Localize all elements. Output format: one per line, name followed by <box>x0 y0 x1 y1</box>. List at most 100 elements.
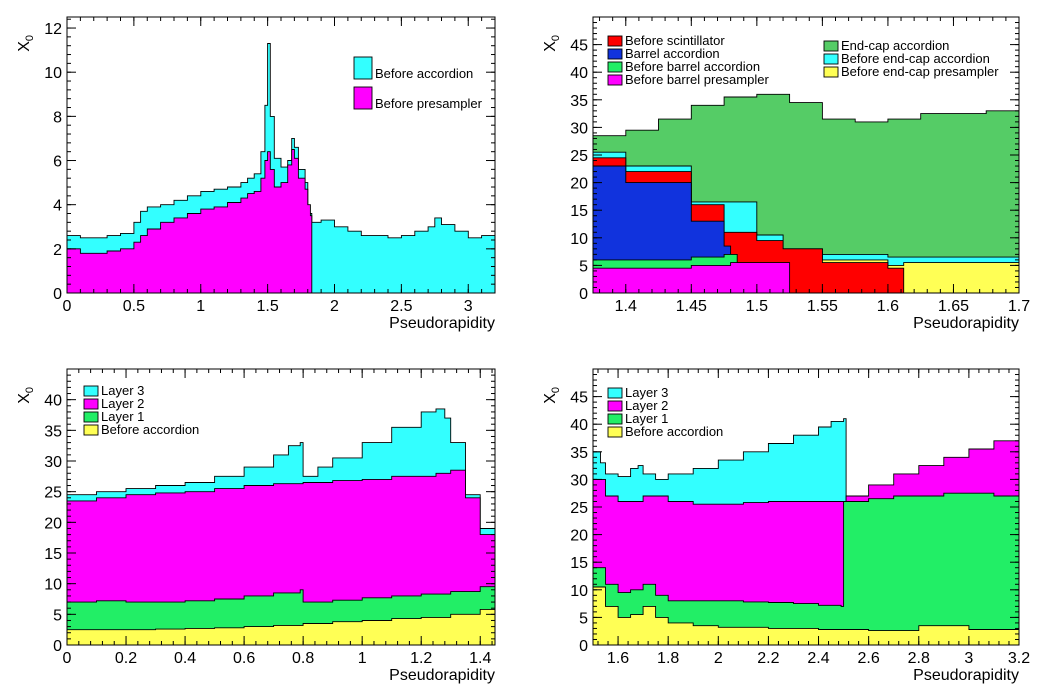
panel-top-left: 0 0.5 1 1.5 2 2.5 3 0 2 4 6 8 10 12 Pseudorapidity X0 Be… <box>16 16 496 332</box>
y-tick-label: 12 <box>44 21 62 38</box>
legend-label-layer-1: Layer 1 <box>101 409 144 424</box>
plot-frame <box>66 368 496 646</box>
y-tick-label: 15 <box>570 203 588 220</box>
y-axis-title-text: X0 <box>16 35 36 52</box>
y-tick-label: 25 <box>570 148 588 165</box>
legend-label-before-end-cap-presampler: Before end-cap presampler <box>841 64 999 79</box>
legend-swatch-before-end-cap-accordion <box>823 53 839 65</box>
x-tick-label: 1.6 <box>607 650 629 667</box>
x-axis-title: Pseudorapidity <box>389 315 495 332</box>
legend-label-before-accordion: Before accordion <box>625 424 723 439</box>
legend-swatch-layer-1 <box>607 413 623 425</box>
y-axis-title-text: X0 <box>16 387 36 404</box>
x-tick-label: 2.5 <box>390 298 412 315</box>
y-tick-label: 25 <box>570 500 588 517</box>
legend-label-barrel-accordion: Barrel accordion <box>625 46 720 61</box>
y-axis-title: X0 <box>16 387 36 404</box>
legend-label-before-accordion: Before accordion <box>101 422 199 437</box>
y-tick-label: 10 <box>570 231 588 248</box>
series-area-before-presampler <box>66 149 313 294</box>
y-axis-title-subscript: 0 <box>24 35 36 41</box>
legend-label-layer-3: Layer 3 <box>625 385 668 400</box>
y-tick-label: 35 <box>570 93 588 110</box>
legend-label-before-end-cap-accordion: Before end-cap accordion <box>841 51 990 66</box>
y-tick-label: 40 <box>44 393 62 410</box>
legend-swatch-barrel-accordion <box>607 48 623 60</box>
x-tick-label: 1.65 <box>938 298 969 315</box>
x-tick-label: 1.4 <box>469 650 491 667</box>
legend-swatch-layer-2 <box>83 398 99 410</box>
x-tick-label: 3 <box>964 650 973 667</box>
y-tick-label: 15 <box>570 555 588 572</box>
y-tick-label: 30 <box>570 472 588 489</box>
x-tick-label: 1.5 <box>746 298 768 315</box>
x-tick-label: 2.8 <box>908 650 930 667</box>
x-tick-label: 3.2 <box>1008 650 1030 667</box>
y-tick-label: 0 <box>579 638 588 655</box>
x-tick-label: 2.2 <box>757 650 779 667</box>
x-tick-label: 2 <box>330 298 339 315</box>
x-axis-title: Pseudorapidity <box>913 667 1019 684</box>
y-tick-label: 35 <box>570 445 588 462</box>
y-tick-label: 10 <box>44 65 62 82</box>
y-tick-label: 4 <box>53 198 62 215</box>
legend: Before accordion Before presampler <box>353 56 483 111</box>
y-tick-label: 5 <box>579 610 588 627</box>
y-tick-label: 45 <box>570 390 588 407</box>
panel-bottom-right: 1.6 1.8 2 2.2 2.4 2.6 2.8 3 3.2 0 5 10 15 20 25 30 35 40 4… <box>542 368 1030 684</box>
legend-swatch-layer-2 <box>607 400 623 412</box>
legend-swatch-end-cap-accordion <box>823 40 839 52</box>
y-tick-label: 10 <box>570 583 588 600</box>
legend-swatch-layer-3 <box>607 387 623 399</box>
x-tick-label: 2 <box>714 650 723 667</box>
y-axis-title: X0 <box>16 35 36 52</box>
y-tick-label: 30 <box>570 120 588 137</box>
panel-bottom-left: 0 0.2 0.4 0.6 0.8 1 1.2 1.4 0 5 10 15 20 25 30 35 40 Pseu… <box>16 368 496 684</box>
x-tick-label: 1.5 <box>257 298 279 315</box>
y-tick-label: 6 <box>53 154 62 171</box>
y-tick-label: 0 <box>579 286 588 303</box>
y-axis-title-text: X0 <box>542 35 562 52</box>
y-tick-label: 20 <box>570 528 588 545</box>
legend-label-before-scintillator: Before scintillator <box>625 33 725 48</box>
legend-label-layer-2: Layer 2 <box>101 396 144 411</box>
legend-label-before-barrel-accordion: Before barrel accordion <box>625 59 760 74</box>
y-tick-label: 5 <box>579 258 588 275</box>
y-tick-label: 5 <box>53 607 62 624</box>
series-area-before-barrel-presampler <box>592 262 791 294</box>
panel-top-right: 1.4 1.45 1.5 1.55 1.6 1.65 1.7 0 5 10 15 20 25 30 35 40… <box>542 16 1030 332</box>
legend-swatch-layer-3 <box>83 385 99 397</box>
x-axis-title: Pseudorapidity <box>913 315 1019 332</box>
legend-swatch-before-scintillator <box>607 35 623 47</box>
legend-swatch-before-accordion <box>353 56 373 80</box>
y-tick-label: 35 <box>44 423 62 440</box>
y-tick-label: 25 <box>44 485 62 502</box>
x-tick-label: 1.55 <box>807 298 838 315</box>
x-tick-label: 1 <box>196 298 205 315</box>
legend-swatch-before-accordion <box>83 424 99 436</box>
y-axis-title-text: X0 <box>542 387 562 404</box>
x-tick-label: 0.5 <box>123 298 145 315</box>
y-tick-label: 45 <box>570 38 588 55</box>
y-tick-label: 20 <box>570 176 588 193</box>
x-tick-label: 1 <box>358 650 367 667</box>
x-tick-label: 0.2 <box>115 650 137 667</box>
y-tick-label: 40 <box>570 417 588 434</box>
x-tick-label: 3 <box>464 298 473 315</box>
y-tick-label: 30 <box>44 454 62 471</box>
x-tick-label: 0.6 <box>233 650 255 667</box>
legend-swatch-before-barrel-accordion <box>607 61 623 73</box>
legend-label-end-cap-accordion: End-cap accordion <box>841 38 949 53</box>
legend-label-before-presampler: Before presampler <box>375 96 483 111</box>
x-tick-label: 0.8 <box>292 650 314 667</box>
legend-swatch-before-presampler <box>353 86 373 110</box>
x-tick-label: 1.2 <box>410 650 432 667</box>
legend-swatch-before-accordion <box>607 426 623 438</box>
series-area-layer-1 <box>592 492 1020 646</box>
y-tick-label: 0 <box>53 286 62 303</box>
legend-swatch-before-barrel-presampler <box>607 74 623 86</box>
y-axis-title: X0 <box>542 35 562 52</box>
